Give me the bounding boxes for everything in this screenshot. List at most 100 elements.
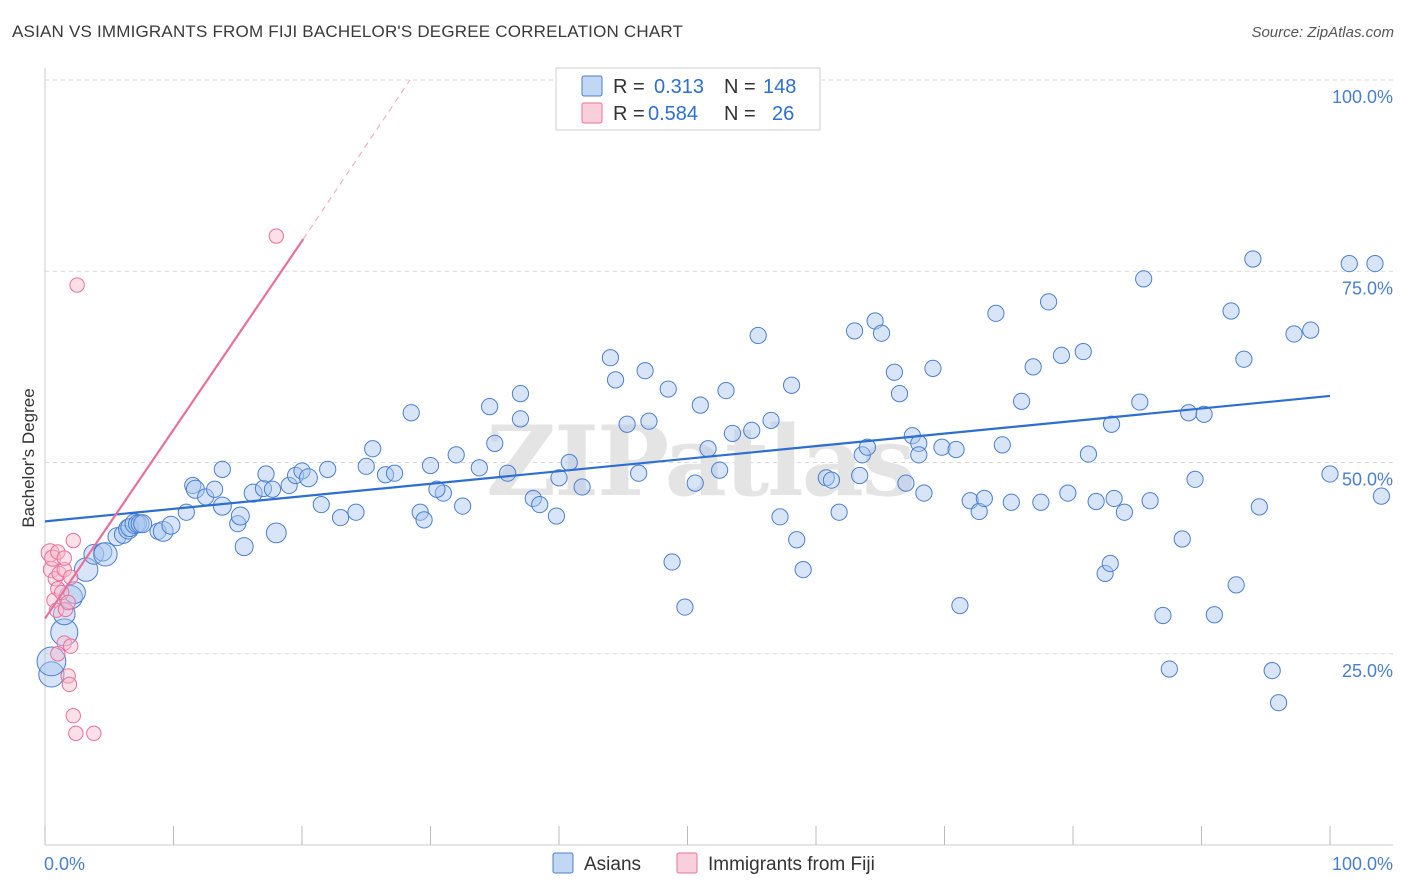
data-point [254, 479, 273, 498]
data-point [699, 440, 717, 458]
data-point [364, 440, 382, 458]
data-point [663, 553, 681, 571]
data-point [1250, 498, 1268, 516]
data-point [1039, 293, 1058, 311]
data-point [1105, 489, 1123, 508]
legend-r-value-pink: 0.584 [648, 103, 698, 125]
data-point [319, 460, 337, 478]
data-point [606, 371, 625, 389]
data-point [987, 304, 1005, 322]
data-point [845, 322, 864, 340]
data-point [885, 363, 903, 381]
data-point [711, 461, 729, 479]
x-tick-label: 0.0% [44, 854, 85, 874]
legend-swatch-pink [581, 102, 603, 124]
data-point [376, 466, 395, 484]
data-point [38, 661, 65, 688]
data-point [402, 404, 420, 422]
data-point [206, 480, 224, 498]
trend-line-fiji [44, 238, 305, 620]
data-point [1024, 358, 1042, 376]
data-point [428, 480, 446, 498]
data-point [50, 544, 66, 560]
bottom-legend-label-fiji: Immigrants from Fiji [708, 854, 875, 875]
data-point [280, 476, 298, 495]
data-point [470, 459, 488, 477]
data-point [1087, 492, 1105, 511]
legend-n-label-pink: N = [724, 103, 756, 125]
data-point [511, 385, 530, 403]
data-point [1115, 503, 1134, 521]
data-point [1131, 393, 1149, 411]
data-point [61, 676, 78, 693]
legend-r-label-blue: R = [613, 76, 645, 98]
data-point [454, 497, 472, 515]
legend-r-label-pink: R = [613, 103, 645, 125]
data-point [822, 471, 841, 489]
data-point [550, 469, 568, 487]
data-point [1059, 484, 1077, 502]
data-point [69, 277, 85, 293]
data-point [486, 434, 504, 452]
data-point [331, 508, 350, 527]
data-point [1372, 487, 1391, 505]
data-point [481, 398, 499, 416]
y-axis-label: Bachelor's Degree [19, 388, 38, 527]
bottom-legend-label-asians: Asians [584, 854, 641, 875]
data-point [915, 484, 933, 502]
legend-swatch-blue [581, 75, 603, 97]
x-tick-labels: 0.0% 100.0% [44, 854, 1393, 874]
data-point [686, 474, 704, 492]
data-point [1074, 342, 1092, 361]
data-point [212, 496, 232, 516]
data-point [50, 646, 66, 662]
data-point [618, 415, 636, 433]
trend-lines [44, 79, 1331, 620]
data-point [1302, 321, 1320, 339]
data-point [421, 456, 440, 475]
data-point [56, 550, 72, 566]
data-point [1205, 606, 1223, 624]
bottom-legend-swatch-fiji [676, 852, 698, 874]
data-point [1160, 660, 1178, 678]
data-point [357, 457, 375, 475]
data-point [1032, 493, 1050, 511]
chart-title: ASIAN VS IMMIGRANTS FROM FIJI BACHELOR'S… [12, 22, 684, 41]
data-point [691, 396, 709, 414]
data-point [268, 228, 284, 244]
trend-line-fiji-extension [302, 79, 411, 240]
data-point [1079, 445, 1098, 463]
data-point [1244, 250, 1262, 268]
source-label: Source: ZipAtlas.com [1251, 24, 1394, 41]
data-point [872, 324, 891, 342]
data-point [975, 489, 993, 508]
data-point [1340, 255, 1358, 273]
x-tick-label: 100.0% [1332, 854, 1393, 874]
legend-n-label-blue: N = [724, 76, 756, 98]
y-tick-labels: 100.0% 75.0% 50.0% 25.0% [1332, 87, 1393, 681]
y-tick-label: 50.0% [1342, 470, 1393, 490]
data-point [1321, 465, 1339, 483]
data-point [1141, 492, 1159, 510]
data-point [1366, 255, 1384, 273]
data-point [676, 598, 694, 616]
data-point [1263, 661, 1281, 680]
data-point [511, 410, 530, 428]
data-point [1285, 325, 1303, 343]
data-point [298, 468, 318, 488]
data-point [234, 537, 254, 557]
data-point [263, 480, 282, 498]
data-point [771, 508, 789, 526]
data-point [1270, 694, 1288, 712]
data-point [65, 532, 81, 549]
data-point [924, 359, 942, 378]
data-point [312, 495, 330, 514]
data-point [640, 412, 658, 430]
data-point [890, 385, 909, 403]
data-point [601, 349, 620, 367]
data-point [1186, 470, 1204, 488]
data-point [970, 502, 988, 521]
data-point [499, 464, 517, 482]
data-point [851, 466, 869, 485]
data-point [1173, 530, 1191, 548]
